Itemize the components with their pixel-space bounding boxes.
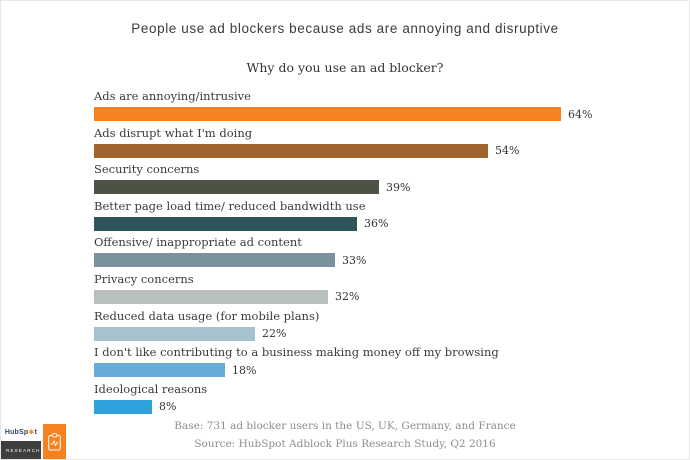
bar-track: 22% xyxy=(94,326,679,341)
clipboard-chart-icon xyxy=(43,424,66,459)
bar-row: Ideological reasons 8% xyxy=(94,382,679,419)
chart-title: Why do you use an ad blocker? xyxy=(246,60,444,75)
bar-value: 22% xyxy=(262,327,287,341)
brand-text-suffix: t xyxy=(34,429,38,436)
bar-track: 33% xyxy=(94,253,679,268)
bar-track: 18% xyxy=(94,363,679,378)
bar-label: Ads are annoying/intrusive xyxy=(94,89,251,103)
bar xyxy=(94,253,335,268)
bar-label: I don't like contributing to a business … xyxy=(94,345,499,360)
bar-value: 18% xyxy=(232,363,257,377)
bar xyxy=(94,143,488,158)
bar xyxy=(94,289,328,304)
bar-track: 64% xyxy=(94,107,679,121)
bar xyxy=(94,107,561,121)
bar-track: 32% xyxy=(94,289,679,304)
bar-track: 39% xyxy=(94,180,679,195)
footer-notes: Base: 731 ad blocker users in the US, UK… xyxy=(1,417,689,453)
footer-source-note: Source: HubSpot Adblock Plus Research St… xyxy=(194,438,496,450)
bar-row: Ads disrupt what I'm doing 54% xyxy=(94,126,679,163)
bar xyxy=(94,180,379,195)
page-title: People use ad blockers because ads are a… xyxy=(131,21,559,36)
bar-chart: Ads are annoying/intrusive 64% Ads disrupt… xyxy=(94,89,679,418)
bar-row: Better page load time/ reduced bandwidth… xyxy=(94,199,679,236)
bar-label: Security concerns xyxy=(94,162,200,177)
bar-value: 33% xyxy=(342,253,367,267)
bar-label: Ideological reasons xyxy=(94,381,208,396)
bar-label: Better page load time/ reduced bandwidth… xyxy=(94,198,366,213)
bar xyxy=(94,399,152,414)
bar-row: Offensive/ inappropriate ad content 33% xyxy=(94,235,679,272)
bar xyxy=(94,326,255,341)
bar-value: 54% xyxy=(495,144,520,158)
hubspot-wordmark: HubSp ✱ t xyxy=(1,424,41,441)
bar-label: Reduced data usage (for mobile plans) xyxy=(94,308,320,323)
bar-track: 8% xyxy=(94,399,679,414)
bar-value: 32% xyxy=(335,290,360,304)
bar-track: 54% xyxy=(94,143,679,158)
bar-value: 39% xyxy=(386,180,411,194)
bar-row: Ads are annoying/intrusive 64% xyxy=(94,89,679,126)
bar-label: Ads disrupt what I'm doing xyxy=(94,125,253,140)
logo-wordmark-block: HubSp ✱ t RESEARCH xyxy=(1,424,41,459)
bar-value: 64% xyxy=(568,107,593,121)
bar xyxy=(94,363,225,378)
hubspot-research-logo: HubSp ✱ t RESEARCH xyxy=(1,424,66,459)
bar xyxy=(94,216,357,231)
brand-text-prefix: HubSp xyxy=(4,429,29,436)
bar-row: Security concerns 39% xyxy=(94,162,679,199)
research-label: RESEARCH xyxy=(1,441,41,459)
bar-value: 36% xyxy=(364,217,389,231)
bar-label: Offensive/ inappropriate ad content xyxy=(94,235,302,250)
bar-track: 36% xyxy=(94,216,679,231)
bar-label: Privacy concerns xyxy=(94,271,194,286)
bar-row: I don't like contributing to a business … xyxy=(94,345,679,382)
bar-value: 8% xyxy=(159,400,177,414)
footer-base-note: Base: 731 ad blocker users in the US, UK… xyxy=(174,420,516,432)
bar-row: Privacy concerns 32% xyxy=(94,272,679,309)
bar-row: Reduced data usage (for mobile plans) 22% xyxy=(94,309,679,346)
hubspot-sprocket-icon: ✱ xyxy=(28,430,35,436)
